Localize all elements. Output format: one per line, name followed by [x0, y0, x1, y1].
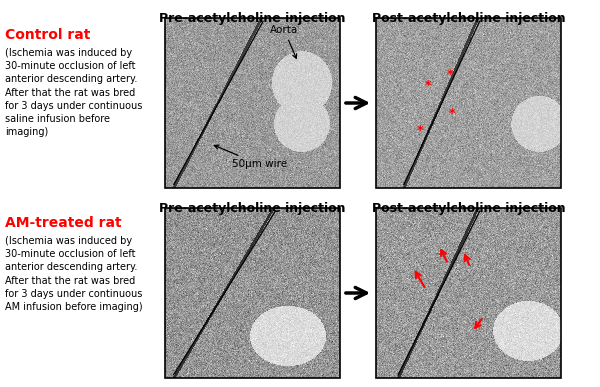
Text: (Ischemia was induced by
30-minute occlusion of left
anterior descending artery.: (Ischemia was induced by 30-minute occlu…	[5, 236, 143, 312]
Text: *: *	[447, 68, 453, 80]
Text: Post-acetylcholine injection: Post-acetylcholine injection	[371, 12, 565, 25]
Text: Post-acetylcholine injection: Post-acetylcholine injection	[371, 202, 565, 215]
Bar	[376, 208, 561, 378]
Text: *: *	[449, 107, 455, 120]
Text: *: *	[417, 124, 424, 137]
Text: 50μm wire: 50μm wire	[214, 145, 287, 169]
Text: Pre-acetylcholine injection: Pre-acetylcholine injection	[159, 12, 346, 25]
Bar	[376, 18, 561, 188]
Text: (Ischemia was induced by
30-minute occlusion of left
anterior descending artery.: (Ischemia was induced by 30-minute occlu…	[5, 48, 142, 137]
Text: Aorta: Aorta	[270, 25, 298, 58]
Bar	[165, 18, 340, 188]
Text: AM-treated rat: AM-treated rat	[5, 216, 122, 230]
Text: *: *	[425, 79, 431, 92]
Text: Control rat: Control rat	[5, 28, 91, 42]
Bar	[165, 208, 340, 378]
Text: Pre-acetylcholine injection: Pre-acetylcholine injection	[159, 202, 346, 215]
